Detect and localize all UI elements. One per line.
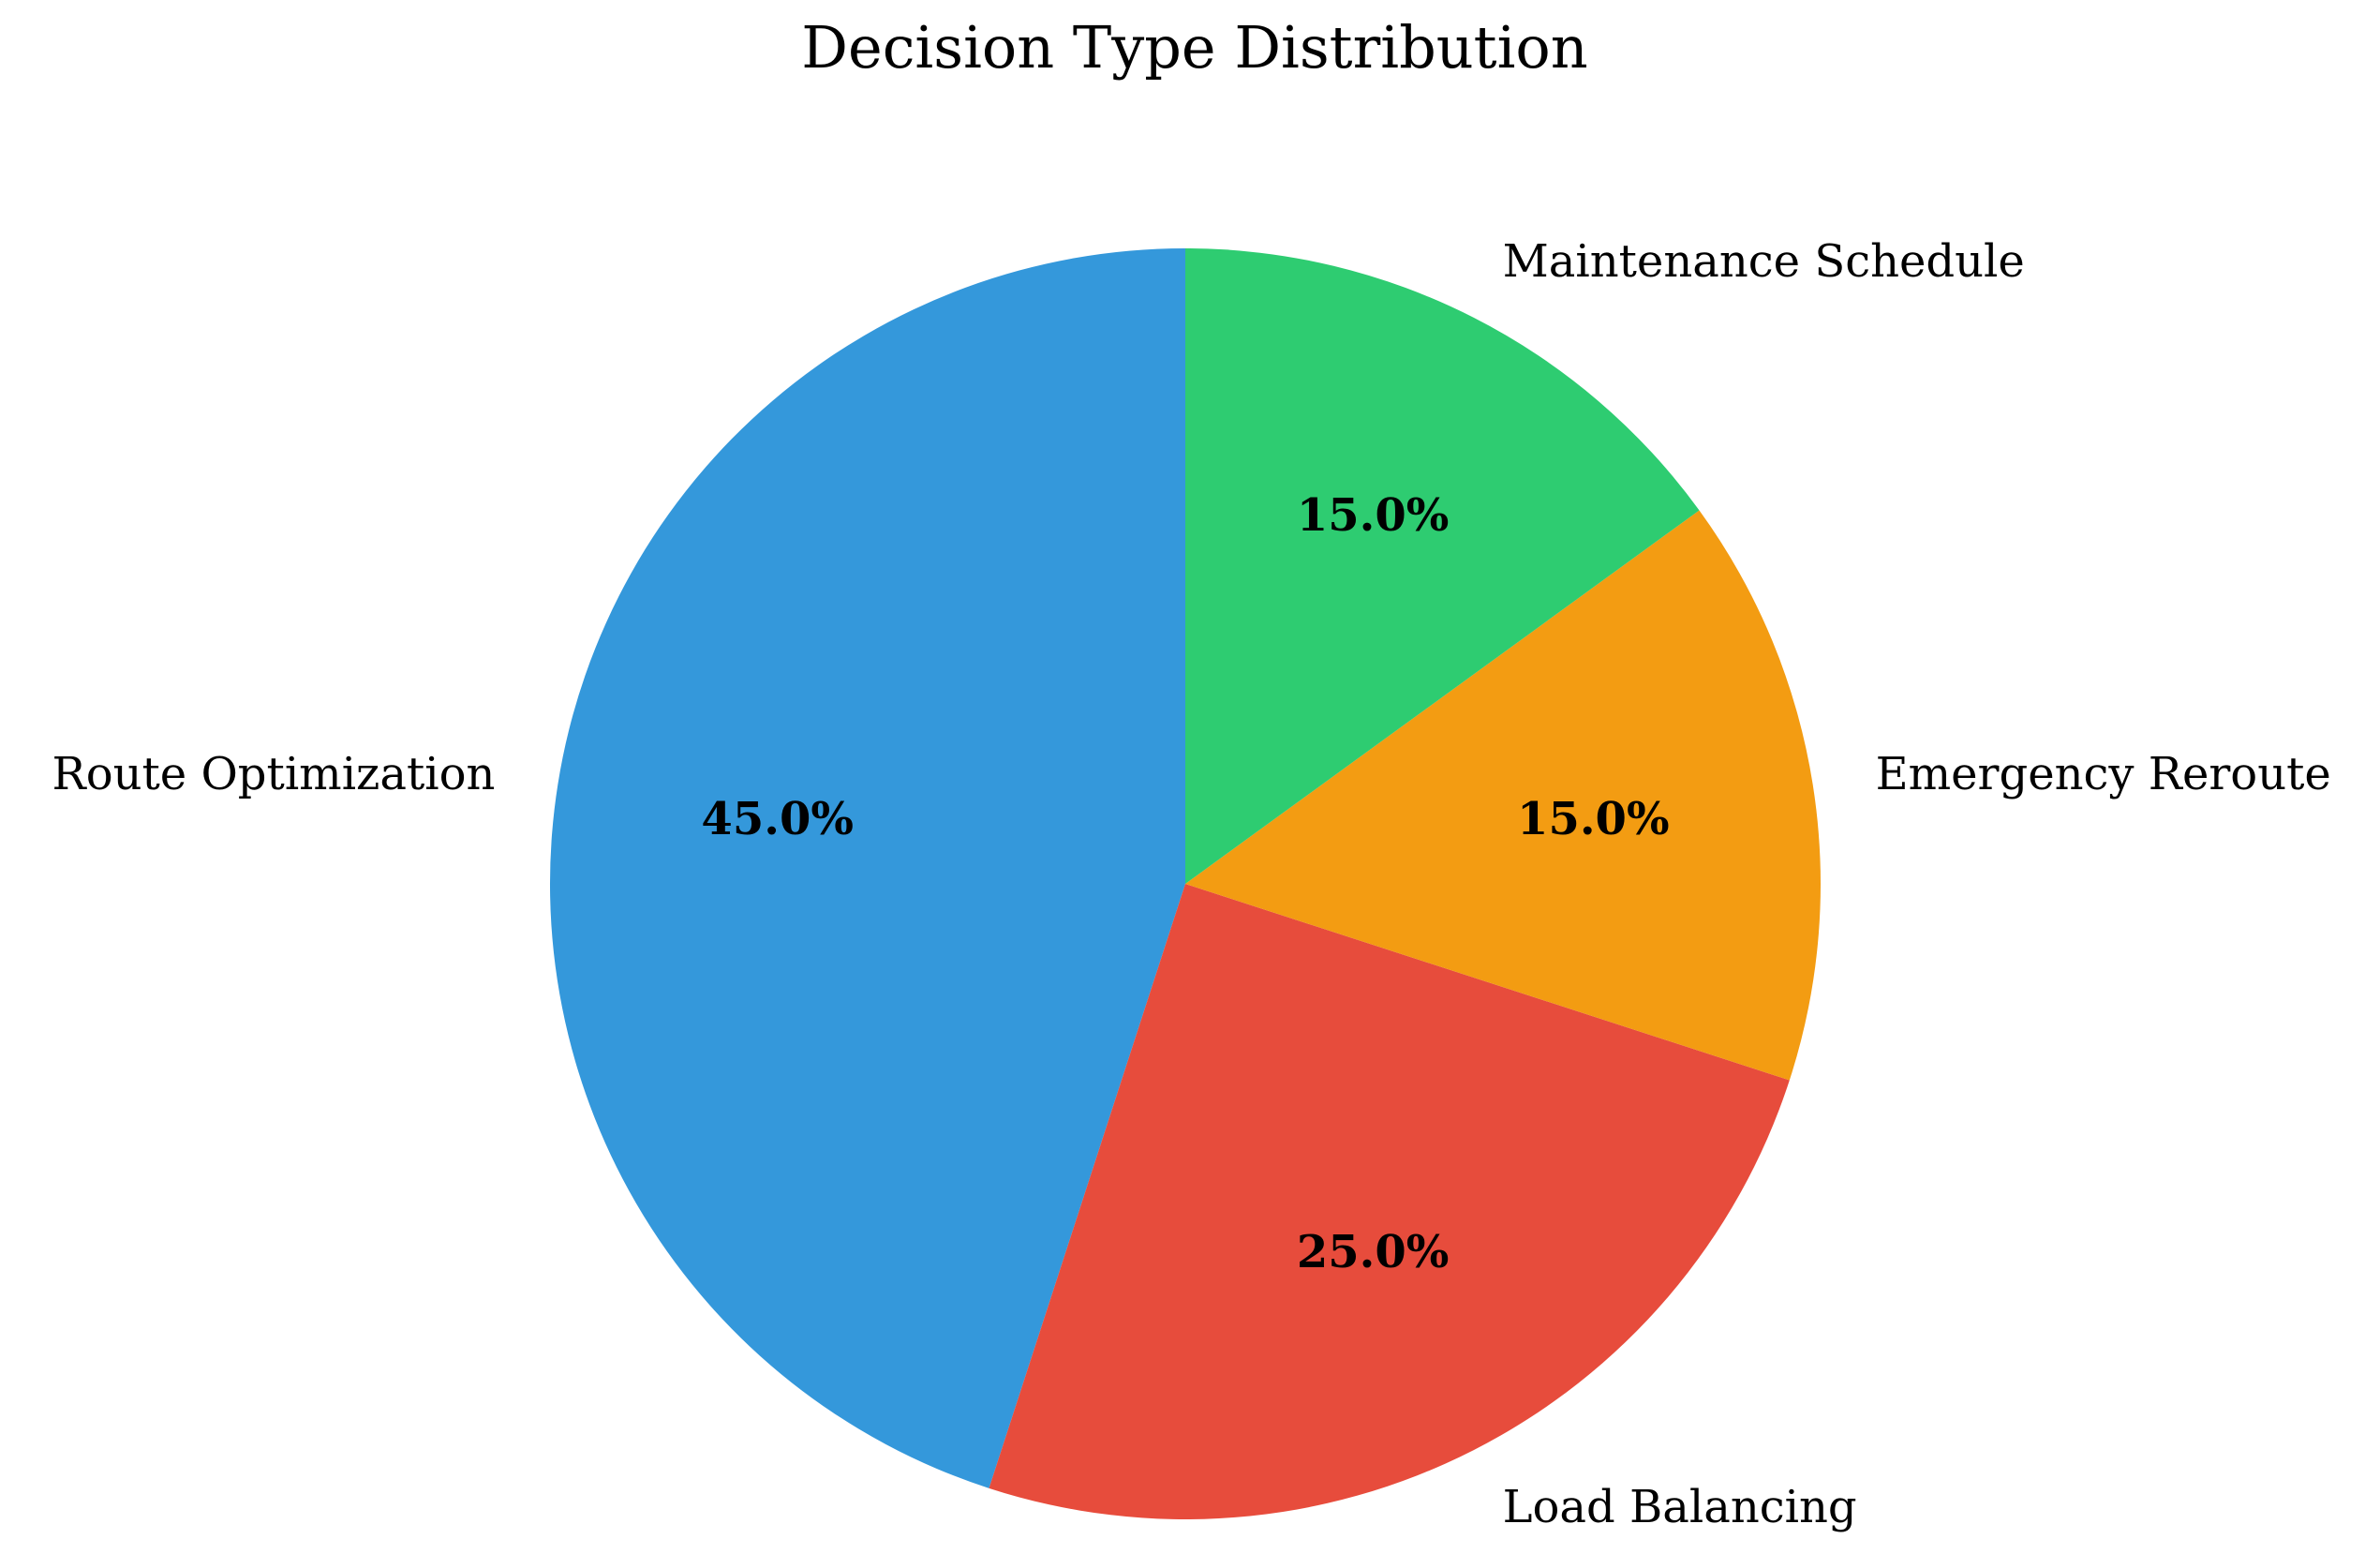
pie-slice-load-balancing xyxy=(989,884,1790,1520)
pie-slice-route-optimization xyxy=(549,248,1185,1488)
pie-slice-emergency-reroute xyxy=(1185,510,1822,1081)
pie-slice-maintenance-schedule xyxy=(1185,248,1700,884)
chart-title: Decision Type Distribution xyxy=(801,13,1588,82)
